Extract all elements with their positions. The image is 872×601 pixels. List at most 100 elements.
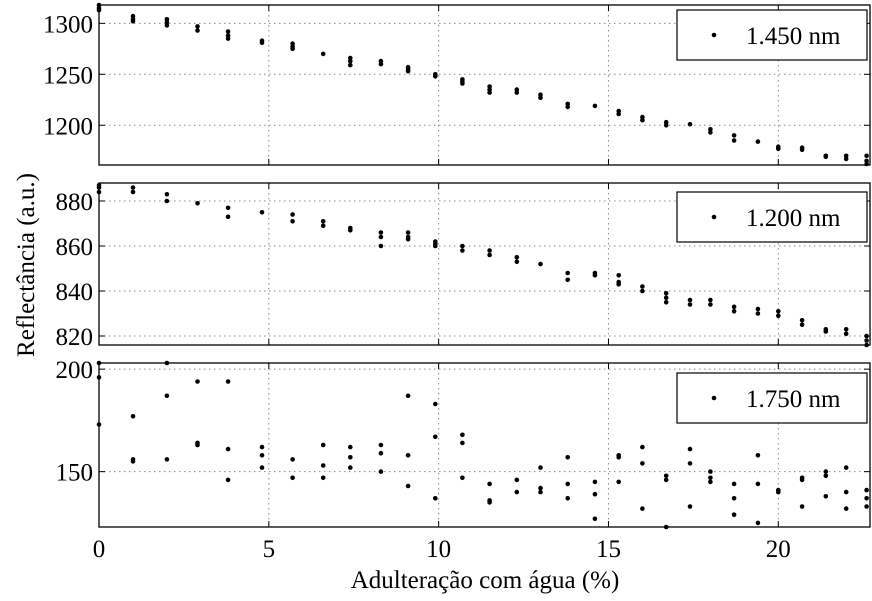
legend-label: 1.750 nm	[746, 386, 841, 413]
data-point	[616, 455, 621, 460]
data-point	[514, 259, 520, 265]
data-point	[640, 444, 645, 450]
data-point	[405, 483, 411, 489]
plot-frame	[98, 4, 871, 166]
data-point	[823, 469, 829, 474]
legend-marker	[711, 214, 717, 220]
data-point	[130, 459, 136, 464]
data-point	[514, 254, 520, 260]
legend: 1.750 nm	[676, 372, 868, 424]
data-point	[843, 465, 849, 470]
data-point	[225, 477, 231, 483]
data-point	[290, 475, 295, 481]
legend: 1.450 nm	[676, 9, 868, 61]
data-point	[708, 130, 713, 135]
data-point	[592, 516, 598, 522]
data-point	[195, 442, 200, 448]
data-point	[755, 453, 761, 458]
data-point	[320, 223, 326, 229]
data-point	[514, 477, 520, 483]
data-point	[640, 461, 645, 466]
data-point	[130, 414, 136, 419]
data-point	[776, 489, 781, 495]
data-point	[487, 481, 492, 487]
data-point	[348, 62, 353, 68]
data-point	[864, 496, 869, 501]
data-point	[616, 111, 621, 117]
y-tick-label: 200	[56, 357, 94, 384]
y-tick-label: 1300	[43, 11, 93, 38]
data-point	[592, 491, 598, 497]
data-point	[731, 512, 737, 517]
data-point	[130, 185, 136, 190]
data-point	[460, 248, 465, 253]
data-point	[538, 465, 543, 470]
data-point	[405, 68, 411, 74]
data-point	[290, 212, 295, 217]
data-point	[259, 444, 265, 450]
data-point	[687, 121, 693, 127]
data-point	[731, 496, 737, 501]
data-point	[405, 453, 411, 458]
data-point	[259, 453, 265, 458]
data-point	[687, 302, 693, 307]
data-point	[708, 475, 713, 481]
data-point	[731, 309, 737, 314]
data-point	[592, 479, 598, 485]
data-point	[565, 481, 570, 487]
data-point	[460, 243, 465, 249]
data-point	[433, 434, 438, 440]
data-point	[164, 192, 170, 197]
data-point	[823, 154, 829, 160]
data-point	[640, 117, 645, 123]
data-point	[687, 446, 693, 452]
y-tick-label: 840	[56, 279, 94, 306]
data-point	[164, 23, 170, 28]
legend-box	[676, 191, 868, 243]
data-point	[320, 475, 326, 481]
y-tick-label: 1200	[43, 113, 93, 140]
x-tick-label: 10	[426, 536, 451, 563]
data-point	[195, 201, 200, 206]
data-point	[348, 465, 353, 470]
data-point	[195, 379, 200, 384]
data-point	[433, 243, 438, 249]
data-point	[259, 465, 265, 470]
data-point	[776, 309, 781, 314]
plot-frame	[98, 362, 871, 528]
data-point	[538, 489, 543, 495]
data-point	[405, 393, 411, 399]
data-point	[433, 401, 438, 407]
data-point	[225, 446, 231, 452]
data-point	[776, 146, 781, 151]
data-point	[538, 95, 543, 100]
data-point	[687, 461, 693, 466]
data-point	[799, 477, 805, 483]
legend-box	[676, 372, 868, 424]
data-point	[259, 210, 265, 215]
data-point	[378, 234, 384, 240]
data-point	[864, 153, 869, 159]
data-point	[663, 295, 669, 301]
data-point	[663, 473, 669, 479]
data-point	[348, 228, 353, 233]
data-point	[405, 237, 411, 242]
panel-3: 150 200 1.750 nm	[56, 357, 871, 530]
y-tick-label: 150	[56, 460, 94, 487]
data-point	[348, 455, 353, 460]
data-point	[290, 219, 295, 224]
data-point	[378, 450, 384, 456]
y-tick-label: 820	[56, 324, 94, 351]
data-point	[460, 432, 465, 438]
data-point	[164, 198, 170, 204]
data-point	[378, 61, 384, 67]
data-point	[663, 300, 669, 305]
data-point	[433, 74, 438, 79]
data-point	[487, 248, 492, 253]
y-tick-label: 1250	[43, 62, 93, 89]
chart-panels: 1200 1250 1300 1.450 nm 820 840 860 880 1.200 nm…	[43, 2, 871, 530]
data-point	[843, 489, 849, 495]
data-point	[640, 284, 645, 289]
data-point	[460, 440, 465, 446]
